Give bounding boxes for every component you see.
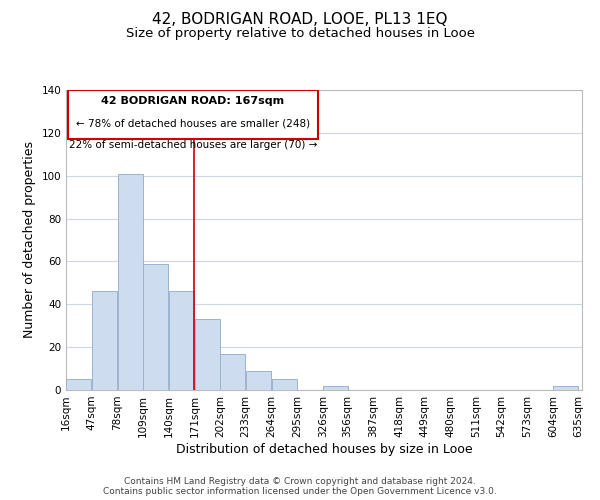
Bar: [553, 386, 578, 390]
Bar: [246, 370, 271, 390]
Text: Contains public sector information licensed under the Open Government Licence v3: Contains public sector information licen…: [103, 487, 497, 496]
Text: 22% of semi-detached houses are larger (70) →: 22% of semi-detached houses are larger (…: [68, 140, 317, 149]
Text: 42 BODRIGAN ROAD: 167sqm: 42 BODRIGAN ROAD: 167sqm: [101, 96, 284, 106]
Bar: [220, 354, 245, 390]
Bar: [67, 380, 91, 390]
Bar: [323, 386, 348, 390]
Text: 42, BODRIGAN ROAD, LOOE, PL13 1EQ: 42, BODRIGAN ROAD, LOOE, PL13 1EQ: [152, 12, 448, 28]
Text: ← 78% of detached houses are smaller (248): ← 78% of detached houses are smaller (24…: [76, 118, 310, 128]
X-axis label: Distribution of detached houses by size in Looe: Distribution of detached houses by size …: [176, 442, 472, 456]
Bar: [92, 292, 117, 390]
Bar: [195, 320, 220, 390]
Bar: [143, 264, 169, 390]
Bar: [169, 292, 194, 390]
FancyBboxPatch shape: [68, 90, 318, 140]
Text: Size of property relative to detached houses in Looe: Size of property relative to detached ho…: [125, 28, 475, 40]
Y-axis label: Number of detached properties: Number of detached properties: [23, 142, 36, 338]
Bar: [118, 174, 143, 390]
Text: Contains HM Land Registry data © Crown copyright and database right 2024.: Contains HM Land Registry data © Crown c…: [124, 477, 476, 486]
Bar: [272, 380, 297, 390]
